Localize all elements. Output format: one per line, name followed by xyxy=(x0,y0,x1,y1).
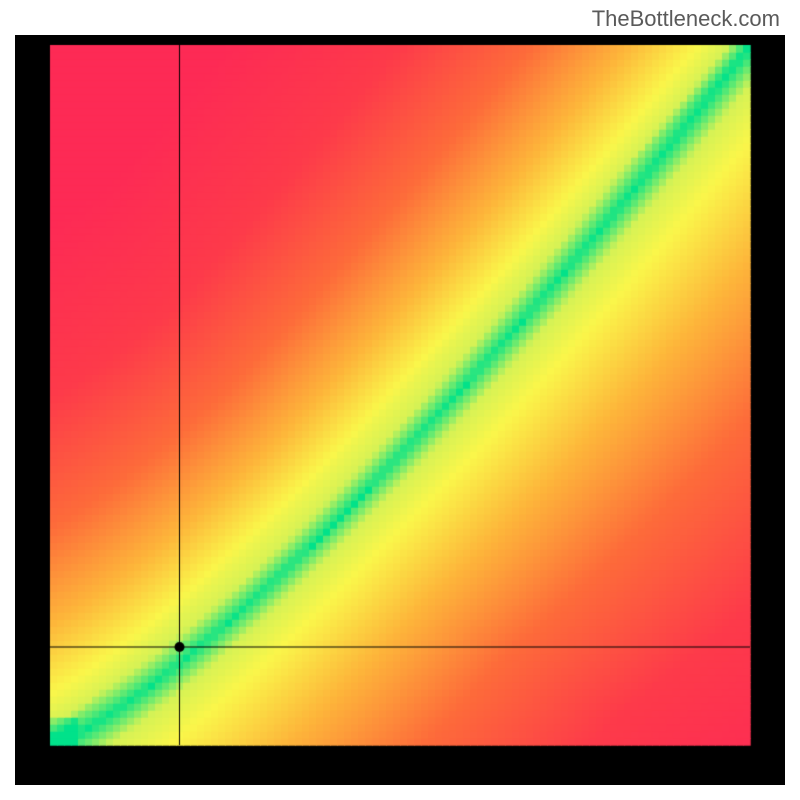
heatmap-chart xyxy=(15,35,785,785)
heatmap-canvas xyxy=(15,35,785,785)
watermark-text: TheBottleneck.com xyxy=(592,6,780,32)
